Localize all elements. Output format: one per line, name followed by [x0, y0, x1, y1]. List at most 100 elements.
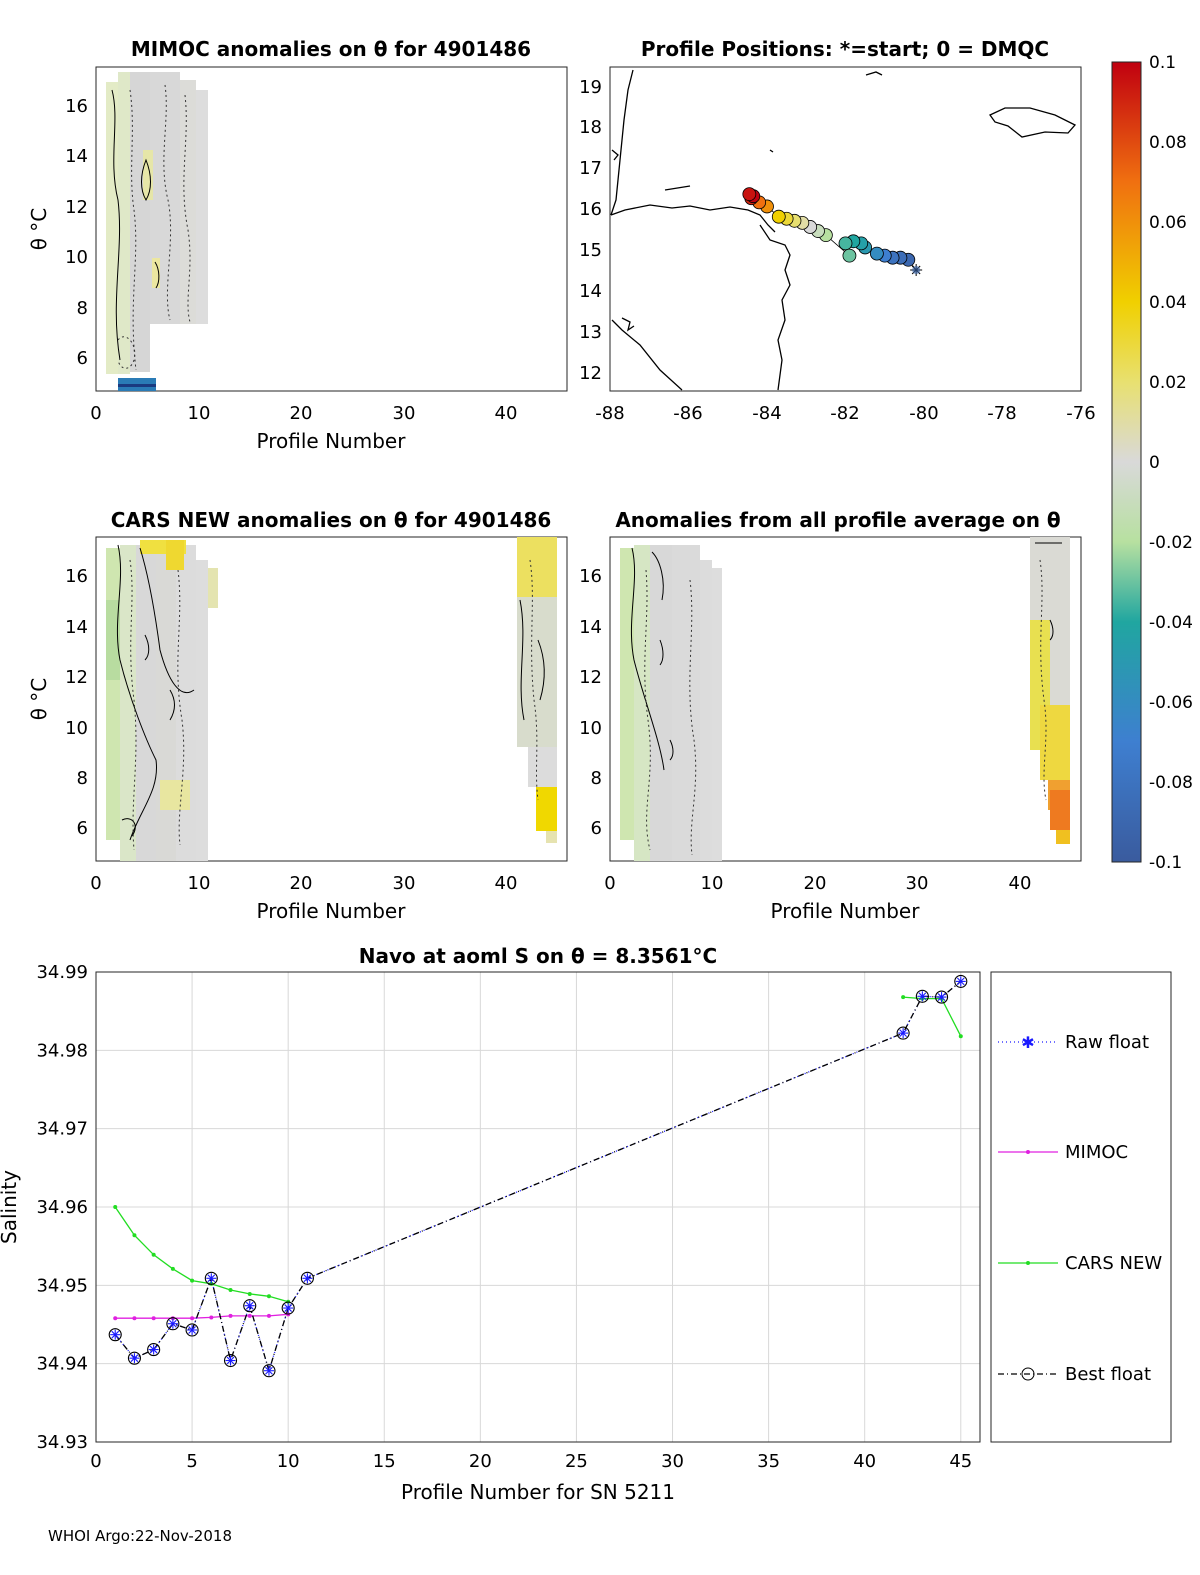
svg-text:10: 10	[579, 718, 602, 739]
svg-text:-88: -88	[595, 403, 624, 424]
x-tick-label: 25	[565, 1451, 588, 1472]
svg-text:14: 14	[65, 146, 88, 167]
x-tick-label: 45	[949, 1451, 972, 1472]
svg-text:16: 16	[579, 566, 602, 587]
cars-xlabel: Profile Number	[257, 899, 407, 923]
footer-stamp: WHOI Argo:22-Nov-2018	[48, 1527, 232, 1545]
colorbar: 0.1 0.08 0.06 0.04 0.02 0 -0.02 -0.04 -0…	[1111, 53, 1193, 873]
mimoc-title: MIMOC anomalies on θ for 4901486	[131, 37, 531, 61]
y-tick-label: 34.93	[36, 1432, 88, 1453]
svg-text:12: 12	[579, 363, 602, 384]
svg-text:10: 10	[65, 718, 88, 739]
svg-text:0: 0	[604, 873, 615, 894]
map-coastlines	[610, 69, 1077, 391]
svg-text:MIMOC: MIMOC	[1065, 1142, 1128, 1163]
profile-point	[870, 246, 884, 261]
svg-text:10: 10	[701, 873, 724, 894]
raw-float-point	[187, 1324, 198, 1335]
svg-text:Best float: Best float	[1065, 1364, 1151, 1385]
svg-text:20: 20	[290, 403, 313, 424]
cars-new-line	[114, 1206, 289, 1303]
raw-float-point	[283, 1303, 294, 1314]
cars-new-point	[958, 1034, 963, 1039]
raw-float-point	[206, 1273, 217, 1284]
best-float-point	[262, 1364, 276, 1378]
svg-text:CARS NEW: CARS NEW	[1065, 1253, 1162, 1274]
svg-text:0.1: 0.1	[1149, 53, 1176, 73]
mimoc-point	[151, 1316, 156, 1321]
mimoc-point	[132, 1316, 137, 1321]
map-yticks: 12 13 14 15 16 17 18 19	[579, 77, 602, 384]
svg-text:16: 16	[65, 96, 88, 117]
svg-text:12: 12	[65, 197, 88, 218]
cars-yticks: 6 8 10 12 14 16	[65, 566, 88, 839]
svg-text:6: 6	[77, 348, 88, 369]
best-float-point	[300, 1271, 314, 1285]
y-tick-label: 34.99	[36, 962, 88, 983]
cars-new-point	[247, 1291, 252, 1296]
svg-text:0: 0	[90, 873, 101, 894]
raw-float-point	[129, 1353, 140, 1364]
x-tick-label: 30	[661, 1451, 684, 1472]
profile-point	[742, 187, 757, 202]
allavg-xlabel: Profile Number	[771, 899, 921, 923]
best-float-point	[147, 1343, 161, 1357]
legend-mimoc: MIMOC	[998, 1142, 1128, 1163]
x-tick-label: 40	[853, 1451, 876, 1472]
mimoc-point	[113, 1316, 118, 1321]
x-tick-label: 35	[757, 1451, 780, 1472]
svg-text:0.08: 0.08	[1149, 133, 1187, 153]
raw-float-point	[167, 1318, 178, 1329]
salinity-xlabel: Profile Number for SN 5211	[401, 1480, 675, 1504]
svg-text:14: 14	[579, 281, 602, 302]
legend-cars-new: CARS NEW	[998, 1253, 1162, 1274]
svg-text:13: 13	[579, 322, 602, 343]
cars-panel: CARS NEW anomalies on θ for 4901486	[27, 508, 568, 923]
svg-text:-76: -76	[1066, 403, 1095, 424]
svg-text:20: 20	[290, 873, 313, 894]
best-float-point	[108, 1328, 122, 1342]
svg-text:0.06: 0.06	[1149, 213, 1187, 233]
mimoc-point	[247, 1313, 252, 1318]
raw-float-point	[225, 1355, 236, 1366]
profile-point	[842, 248, 857, 263]
svg-text:0.02: 0.02	[1149, 373, 1187, 393]
best-float-point	[915, 989, 929, 1003]
best-float-point	[185, 1323, 199, 1337]
best-float-point	[204, 1271, 218, 1285]
best-float-point	[223, 1353, 238, 1368]
y-tick-label: 34.95	[36, 1275, 88, 1296]
cars-new-line	[903, 996, 962, 1037]
svg-text:-86: -86	[673, 403, 702, 424]
svg-text:✱: ✱	[1021, 1033, 1034, 1052]
svg-text:-0.08: -0.08	[1149, 773, 1193, 793]
best-float-point	[954, 974, 968, 988]
y-tick-label: 34.94	[36, 1354, 88, 1375]
svg-text:20: 20	[804, 873, 827, 894]
mimoc-ylabel: θ °C	[27, 208, 51, 251]
cars-new-point	[151, 1252, 156, 1257]
svg-text:17: 17	[579, 158, 602, 179]
svg-text:8: 8	[77, 298, 88, 319]
svg-text:-0.04: -0.04	[1149, 613, 1193, 633]
svg-text:-80: -80	[909, 403, 938, 424]
mimoc-point	[266, 1313, 271, 1318]
svg-text:-0.1: -0.1	[1149, 853, 1182, 873]
svg-text:16: 16	[579, 199, 602, 220]
svg-text:19: 19	[579, 77, 602, 98]
svg-text:12: 12	[579, 667, 602, 688]
x-tick-label: 5	[186, 1451, 197, 1472]
cars-title: CARS NEW anomalies on θ for 4901486	[111, 508, 552, 532]
y-tick-label: 34.97	[36, 1119, 88, 1140]
salinity-title: Navo at aoml S on θ = 8.3561°C	[359, 944, 717, 968]
raw-float-point	[110, 1329, 121, 1340]
profile-point	[771, 209, 786, 224]
mimoc-line	[115, 1313, 289, 1319]
svg-text:10: 10	[188, 403, 211, 424]
svg-text:-84: -84	[752, 403, 781, 424]
cars-new-point	[901, 995, 906, 1000]
profile-point	[838, 236, 853, 251]
svg-text:8: 8	[591, 768, 602, 789]
best-float-point	[896, 1026, 910, 1040]
svg-text:0.04: 0.04	[1149, 293, 1187, 313]
